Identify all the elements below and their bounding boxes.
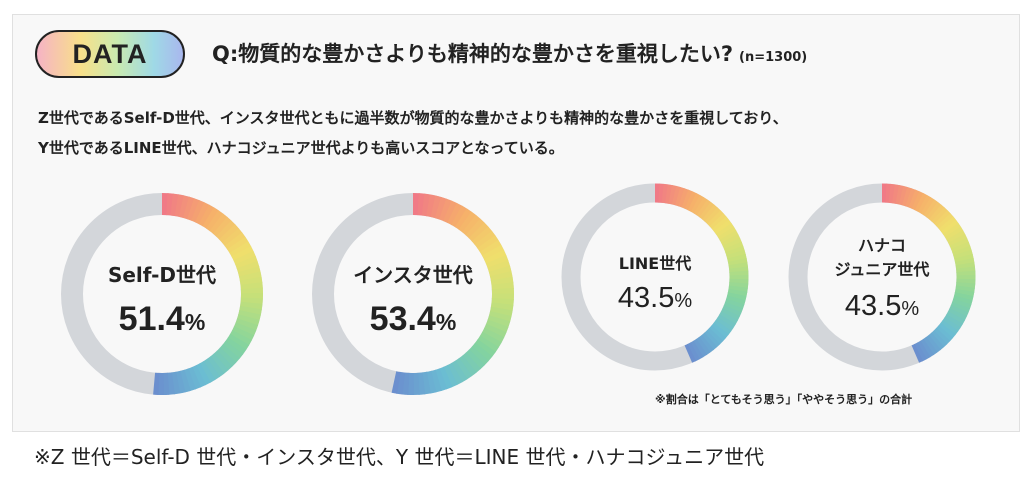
- footer-caption: ※Z 世代＝Self-D 世代・インスタ世代、Y 世代＝LINE 世代・ハナコジ…: [34, 445, 765, 469]
- question-text: Q:物質的な豊かさよりも精神的な豊かさを重視したい?: [212, 42, 734, 66]
- donut-arc-segment: [911, 343, 924, 363]
- donut-value-arc: [654, 183, 749, 363]
- donut-chart-3: LINE世代 43.5%: [561, 183, 749, 371]
- donut-value-arc: [391, 193, 514, 396]
- donut-chart-1: Self-D世代 51.4%: [61, 193, 264, 395]
- donut-value-label: 51.4%: [119, 300, 206, 338]
- data-badge-label: DATA: [72, 38, 148, 69]
- description: Z世代であるSelf-D世代、インスタ世代ともに過半数が物質的な豊かさよりも精神…: [38, 103, 788, 163]
- donut-category-label: ジュニア世代: [835, 260, 930, 279]
- description-line-2: Y世代であるLINE世代、ハナコジュニア世代よりも高いスコアとなっている。: [38, 139, 564, 157]
- donut-category-label: インスタ世代: [353, 263, 473, 287]
- data-badge: DATA: [35, 30, 185, 78]
- donut-value-label: 43.5%: [845, 290, 919, 322]
- donut-chart-4: ハナコジュニア世代 43.5%: [788, 183, 976, 371]
- donut-value-label: 53.4%: [370, 300, 457, 338]
- donut-category-label: ハナコ: [858, 236, 906, 255]
- donut-category-label: LINE世代: [619, 254, 691, 273]
- donut-category-label: Self-D世代: [108, 263, 216, 287]
- donut-value-arc: [881, 183, 976, 363]
- description-line-1: Z世代であるSelf-D世代、インスタ世代ともに過半数が物質的な豊かさよりも精神…: [38, 109, 788, 127]
- donut-value-label: 43.5%: [618, 282, 692, 314]
- donut-arc-segment: [391, 371, 401, 394]
- donut-value-arc: [153, 193, 264, 395]
- donut-chart-2: インスタ世代 53.4%: [312, 193, 514, 396]
- donut-arc-segment: [684, 343, 697, 363]
- sample-size: (n=1300): [739, 50, 808, 65]
- footnote-note: ※割合は「とてもそう思う」「ややそう思う」の合計: [655, 393, 913, 406]
- question-title: Q:物質的な豊かさよりも精神的な豊かさを重視したい? (n=1300): [212, 38, 807, 68]
